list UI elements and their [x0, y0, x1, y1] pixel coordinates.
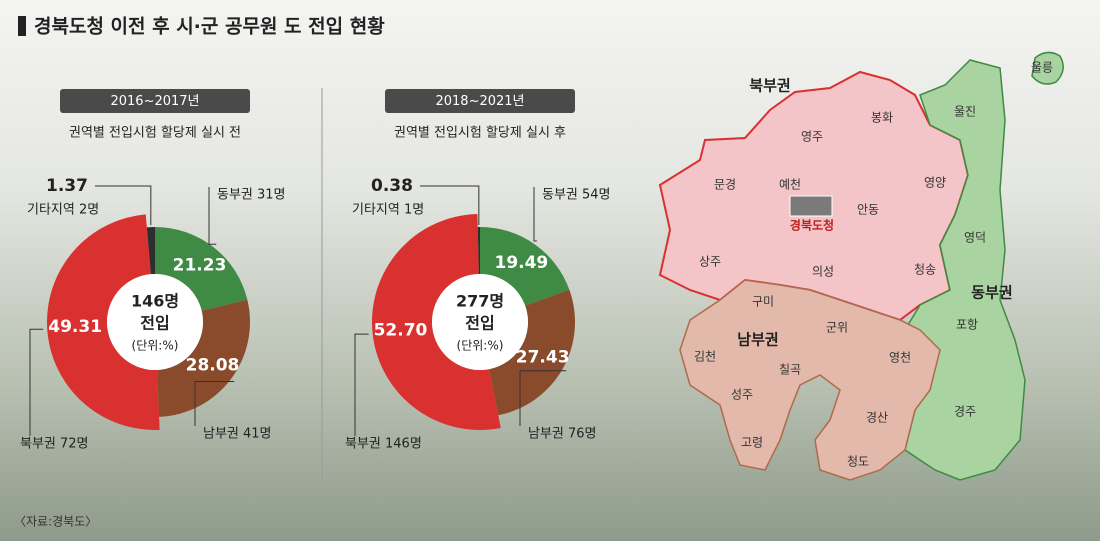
category-label: 남부권 76명: [528, 427, 597, 442]
region-label: 경주: [954, 405, 976, 419]
region-label: 성주: [731, 388, 753, 402]
region-label: 군위: [826, 321, 848, 335]
capital-icon: [789, 195, 833, 217]
donut-slice: [155, 227, 248, 311]
value-label: 28.08: [186, 355, 240, 375]
region-label: 구미: [752, 295, 774, 309]
donut-slice: [480, 227, 570, 306]
leader-line: [420, 185, 480, 226]
region-label: 칠곡: [779, 363, 801, 377]
category-label: 기타지역 2명: [27, 203, 99, 218]
zone-label: 동부권: [971, 284, 1012, 302]
east-zone: [904, 59, 1026, 481]
period: 2018~2021년: [435, 94, 524, 109]
category-label: 동부권 54명: [542, 188, 611, 203]
leader-line: [519, 370, 567, 426]
donut-slice: [371, 214, 501, 430]
region-label: 봉화: [871, 111, 893, 125]
leader-line: [533, 187, 537, 242]
value-label: 52.70: [374, 321, 428, 341]
south-zone: [679, 279, 941, 481]
value-label: 1.37: [46, 176, 88, 196]
capital-label: 경북도청: [790, 218, 834, 233]
region-label: 청송: [914, 263, 936, 277]
region-label: 김천: [694, 349, 716, 364]
category-label: 남부권 41명: [203, 427, 272, 442]
region-label: 영양: [924, 176, 946, 190]
region-label: 영천: [889, 350, 911, 365]
donut-slice: [489, 289, 575, 416]
zone-label: 남부권: [737, 331, 778, 349]
donut-slice: [477, 227, 480, 275]
center-text: 전입: [465, 314, 494, 333]
ulleung: [1031, 51, 1064, 85]
category-label: 북부권 72명: [20, 437, 89, 452]
region-label: 울진: [954, 105, 976, 119]
value-label: 49.31: [48, 317, 102, 337]
subtitle: 권역별 전입시험 할당제 실시 후: [394, 126, 566, 141]
region-label: 경산: [866, 411, 888, 425]
region-label: 문경: [714, 178, 736, 192]
subtitle: 권역별 전입시험 할당제 실시 전: [69, 126, 241, 141]
region-label: 영주: [801, 130, 823, 144]
leader-line: [95, 185, 152, 226]
donut-slice: [47, 214, 160, 430]
region-label: 고령: [741, 436, 763, 450]
region-label: 상주: [699, 255, 721, 269]
value-label: 27.43: [516, 347, 570, 367]
category-label: 기타지역 1명: [352, 203, 424, 218]
zone-label: 북부권: [749, 77, 790, 95]
donut-slice: [146, 227, 155, 275]
center-text: 277명: [456, 292, 504, 311]
leader-line: [29, 328, 44, 436]
title-marker: [18, 16, 26, 36]
region-label: 포항: [956, 318, 978, 332]
title: 경북도청 이전 후 시·군 공무원 도 전입 현황: [34, 15, 385, 38]
center-text: (단위:%): [457, 339, 504, 353]
value-label: 19.49: [494, 253, 548, 273]
period: 2016~2017년: [110, 94, 199, 109]
donut-hole: [107, 274, 203, 370]
period-box: [385, 89, 575, 113]
region-label: 의성: [812, 265, 834, 279]
leader-line: [208, 187, 217, 245]
region-label: 예천: [779, 177, 801, 192]
region-label: 영덕: [964, 231, 986, 245]
center-text: (단위:%): [132, 339, 179, 353]
category-label: 북부권 146명: [345, 437, 422, 452]
center-text: 전입: [140, 314, 169, 333]
period-box: [60, 89, 250, 113]
category-label: 동부권 31명: [217, 188, 286, 203]
region-label: 울릉: [1031, 61, 1053, 75]
value-label: 0.38: [371, 176, 413, 196]
center-text: 146명: [131, 292, 179, 311]
leader-line: [194, 381, 235, 426]
donut-slice: [157, 299, 250, 417]
region-label: 안동: [857, 203, 879, 217]
value-label: 21.23: [173, 255, 227, 275]
source: 〈자료:경북도〉: [14, 515, 97, 529]
region-label: 청도: [847, 455, 869, 469]
leader-line: [354, 333, 369, 436]
donut-hole: [432, 274, 528, 370]
